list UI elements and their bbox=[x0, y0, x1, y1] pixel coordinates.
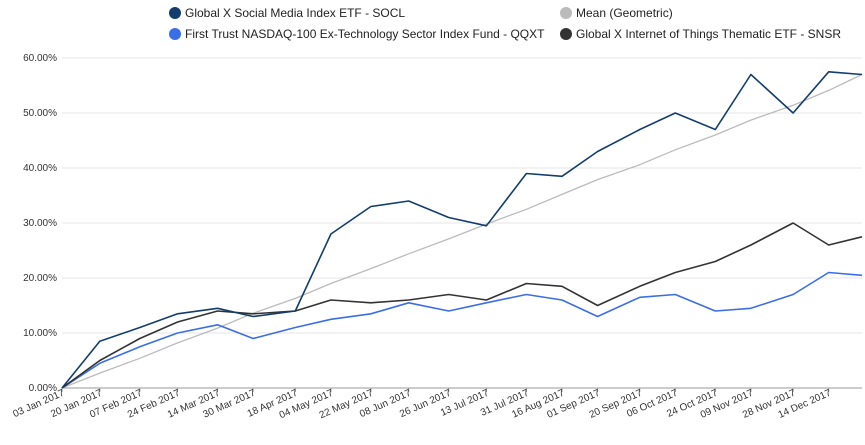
legend: Global X Social Media Index ETF - SOCL M… bbox=[169, 6, 841, 41]
y-tick-label: 40.00% bbox=[23, 163, 57, 174]
legend-label-qqxt: First Trust NASDAQ-100 Ex-Technology Sec… bbox=[185, 27, 545, 41]
series-line-socl[interactable] bbox=[61, 71, 863, 389]
series-line-mean[interactable] bbox=[61, 73, 863, 389]
legend-item-snsr[interactable]: Global X Internet of Things Thematic ETF… bbox=[560, 27, 841, 41]
legend-label-mean: Mean (Geometric) bbox=[576, 6, 673, 20]
series-lines bbox=[61, 71, 863, 389]
y-tick-label: 50.00% bbox=[23, 108, 57, 119]
legend-marker-mean bbox=[560, 7, 572, 19]
legend-item-mean[interactable]: Mean (Geometric) bbox=[560, 6, 673, 20]
y-tick-label: 0.00% bbox=[29, 383, 57, 394]
y-tick-label: 30.00% bbox=[23, 218, 57, 229]
series-line-snsr[interactable] bbox=[61, 222, 863, 389]
series-line-qqxt[interactable] bbox=[61, 271, 863, 389]
legend-label-snsr: Global X Internet of Things Thematic ETF… bbox=[576, 27, 841, 41]
y-tick-label: 20.00% bbox=[23, 273, 57, 284]
legend-marker-qqxt bbox=[169, 28, 181, 40]
legend-item-socl[interactable]: Global X Social Media Index ETF - SOCL bbox=[169, 6, 405, 20]
legend-label-socl: Global X Social Media Index ETF - SOCL bbox=[185, 6, 405, 20]
legend-item-qqxt[interactable]: First Trust NASDAQ-100 Ex-Technology Sec… bbox=[169, 27, 545, 41]
legend-marker-socl bbox=[169, 7, 181, 19]
legend-marker-snsr bbox=[560, 28, 572, 40]
gridlines bbox=[62, 57, 862, 389]
y-tick-label: 60.00% bbox=[23, 53, 57, 64]
y-tick-label: 10.00% bbox=[23, 328, 57, 339]
y-axis: 0.00% 10.00% 20.00% 30.00% 40.00% 50.00% 60.00… bbox=[23, 53, 57, 394]
